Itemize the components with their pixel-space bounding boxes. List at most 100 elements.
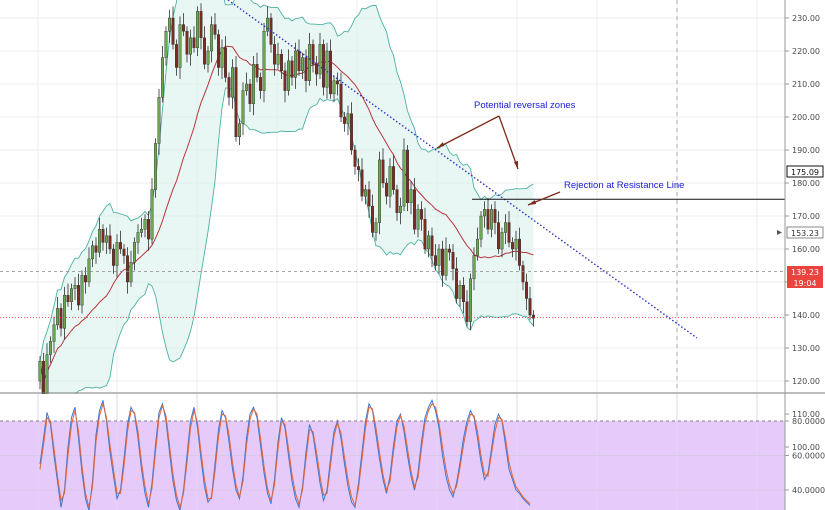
candle-bullish <box>483 209 487 217</box>
candle-bearish <box>339 83 343 118</box>
candle-bullish <box>301 57 305 71</box>
candle-bullish <box>479 215 483 240</box>
price-axis-tick-label: 200.00 <box>792 113 820 122</box>
candle-bearish <box>381 159 385 184</box>
candle-bullish <box>378 159 382 223</box>
price-pane[interactable] <box>0 0 785 510</box>
candle-bullish <box>45 354 49 402</box>
candle-bullish <box>132 242 136 263</box>
price-axis-tick-label: 110.00 <box>792 410 820 419</box>
bollinger-band-fill <box>40 0 534 421</box>
bollinger-bands <box>39 0 534 421</box>
price-tags: 175.09 153.23 139.23 19:04 <box>777 165 824 288</box>
candle-bearish <box>518 238 522 266</box>
stochastic-d-line <box>39 401 531 510</box>
candle-bullish <box>294 50 298 78</box>
candle-bullish <box>52 324 56 342</box>
candle-bullish <box>143 219 147 230</box>
candle-bearish <box>297 50 301 71</box>
candle-bullish <box>514 238 518 250</box>
candle-bearish <box>94 245 98 253</box>
price-axis-tick-label: 140.00 <box>792 311 820 320</box>
stochastic-axis-tick-label: 40.0000 <box>792 486 825 495</box>
candle-bearish <box>118 242 122 250</box>
candle-bearish <box>216 34 220 68</box>
candle-bearish <box>441 248 445 276</box>
candle-bearish <box>434 255 438 266</box>
candle-bullish <box>49 341 53 355</box>
candle-bearish <box>350 113 354 151</box>
stochastic-axis-tick-label: 80.0000 <box>792 417 825 426</box>
candle-bullish <box>490 209 494 230</box>
stochastic-axis[interactable]: 80.0000 60.0000 40.0000 <box>785 417 825 495</box>
candle-bullish <box>308 44 312 81</box>
candle-bullish <box>241 90 245 124</box>
candle-bullish <box>167 17 171 32</box>
candle-bullish <box>318 44 322 75</box>
candle-bearish <box>311 44 315 65</box>
candle-bearish <box>329 50 333 95</box>
candle-bullish <box>230 67 234 98</box>
price-axis[interactable]: 230.00 220.00 210.00 200.00 190.00 180.00 170.… <box>785 14 820 452</box>
candle-bearish <box>108 235 112 250</box>
price-axis-tick-label: 190.00 <box>792 146 820 155</box>
candle-bullish <box>220 47 224 68</box>
candle-bullish <box>80 275 84 306</box>
candle-bullish <box>188 37 192 55</box>
candle-bullish <box>129 262 133 283</box>
candle-bearish <box>59 308 63 329</box>
candle-bullish <box>402 149 406 207</box>
candle-bearish <box>448 248 452 253</box>
candle-bearish <box>192 37 196 48</box>
candle-bullish <box>139 228 143 233</box>
candle-bullish <box>150 189 154 240</box>
candle-bearish <box>304 57 308 81</box>
annotation-arrow-3-head <box>528 200 536 205</box>
candle-bearish <box>413 189 417 230</box>
candle-bearish <box>227 77 231 98</box>
price-marker-arrow <box>777 230 782 235</box>
candle-bullish <box>153 143 157 190</box>
resistance-trend-line <box>227 0 698 339</box>
annotation-rejection: Rejection at Resistance Line <box>564 180 684 191</box>
price-axis-tick-label: 120.00 <box>792 377 820 386</box>
candle-bearish <box>420 209 424 220</box>
candle-bearish <box>280 54 284 71</box>
candle-bullish <box>90 245 94 260</box>
candle-bearish <box>290 60 294 78</box>
candle-bullish <box>266 17 270 32</box>
candle-bearish <box>174 44 178 68</box>
candle-bearish <box>455 268 459 299</box>
stochastic-pane[interactable] <box>0 394 785 510</box>
candle-bearish <box>406 149 410 203</box>
last-price-label: 139.23 <box>791 268 819 277</box>
candle-bullish <box>364 189 368 197</box>
candle-bullish <box>69 288 73 303</box>
candle-bearish <box>392 166 396 190</box>
candle-bearish <box>283 70 287 91</box>
resistance-price-tag <box>786 165 824 178</box>
candle-bearish <box>465 301 469 322</box>
candle-bearish <box>83 275 87 283</box>
candle-bearish <box>76 285 80 306</box>
candle-bullish <box>476 238 480 256</box>
price-axis-tick-label: 230.00 <box>792 14 820 23</box>
price-axis-tick-label: 170.00 <box>792 212 820 221</box>
candle-bearish <box>357 166 361 170</box>
candle-bearish <box>101 228 105 243</box>
candle-bearish <box>202 37 206 65</box>
candle-bullish <box>287 60 291 91</box>
candle-bearish <box>66 295 70 303</box>
candle-bullish <box>164 31 168 58</box>
candle-bearish <box>223 47 227 78</box>
annotations: Potential reversal zones Rejection at Re… <box>436 100 684 206</box>
candle-bearish <box>122 248 126 256</box>
candle-bearish <box>125 255 129 283</box>
annotation-arrow-2 <box>498 115 519 170</box>
candle-bearish <box>343 116 347 124</box>
candle-bearish <box>146 219 150 240</box>
candle-bearish <box>395 189 399 213</box>
candle-bearish <box>451 252 455 270</box>
price-axis-tick-label: 100.00 <box>792 443 820 452</box>
